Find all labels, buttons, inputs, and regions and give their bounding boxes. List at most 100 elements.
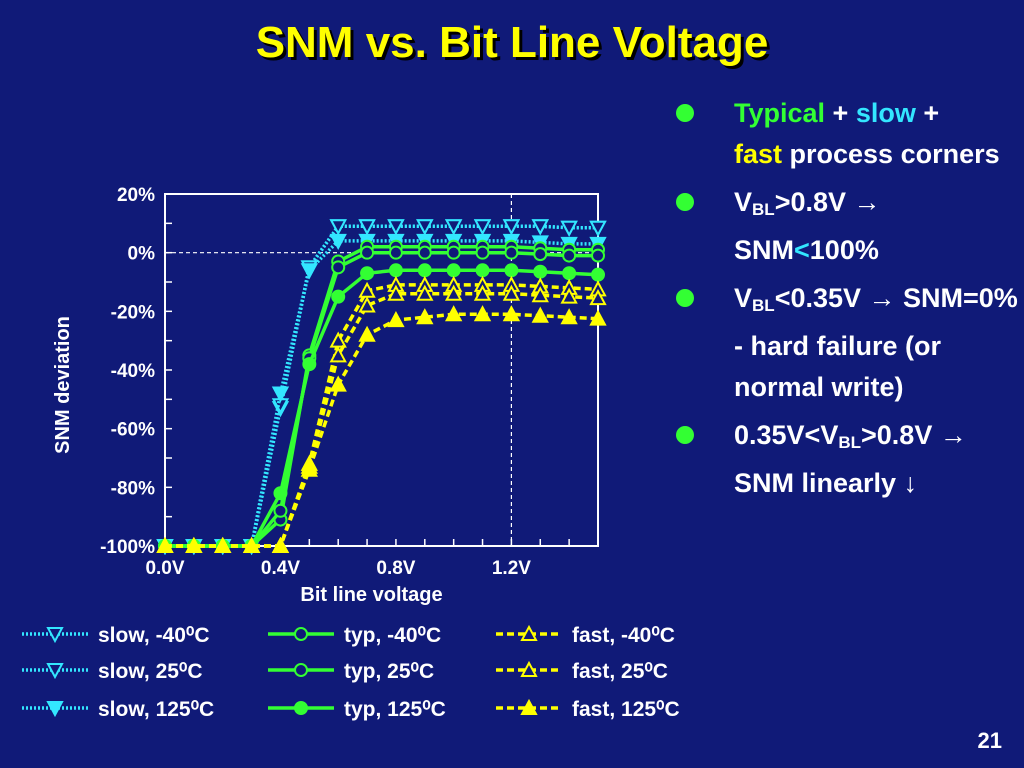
bullet-threshold: >0.8V xyxy=(861,420,940,450)
legend-marker xyxy=(294,627,308,641)
data-point xyxy=(387,311,405,328)
bullet-snm: SNM xyxy=(734,235,794,265)
data-point xyxy=(531,286,549,303)
legend-label: fast, -40⁰C xyxy=(572,624,675,647)
series-line-1 xyxy=(165,224,598,548)
bullet-dot-icon xyxy=(676,104,694,122)
data-point xyxy=(444,219,463,236)
x-tick-label: 0.4V xyxy=(261,558,300,579)
bullet-bl-sub: BL xyxy=(838,433,862,452)
series-line-0 xyxy=(165,224,598,548)
x-tick-label: 0.8V xyxy=(376,558,415,579)
legend-label: typ, 125⁰C xyxy=(344,698,446,721)
data-point xyxy=(533,264,548,279)
legend-marker xyxy=(46,627,64,644)
data-point xyxy=(502,284,521,301)
data-point xyxy=(417,245,432,260)
data-point xyxy=(504,263,519,278)
data-point xyxy=(475,245,490,260)
data-point xyxy=(360,245,375,260)
data-point xyxy=(560,220,578,237)
data-point xyxy=(388,263,403,278)
y-tick-label: 20% xyxy=(117,185,155,206)
page-number: 21 xyxy=(977,728,1002,753)
data-point xyxy=(531,219,549,236)
x-tick-label: 0.0V xyxy=(145,558,184,579)
data-point xyxy=(388,245,403,260)
legend-label: typ, 25⁰C xyxy=(344,660,434,683)
bullet-dot-icon xyxy=(676,193,694,211)
bullet-item-process-corners: Typical + slow + fast process corners xyxy=(676,93,1024,175)
y-tick-label: -100% xyxy=(100,537,155,558)
y-tick-label: -20% xyxy=(111,302,155,323)
legend-marker xyxy=(46,663,64,680)
arrow-right-icon: → xyxy=(868,283,896,313)
data-point xyxy=(591,248,605,263)
data-point xyxy=(446,263,461,278)
series-line-8 xyxy=(165,312,599,548)
data-point xyxy=(214,536,232,553)
data-point xyxy=(533,247,548,262)
bullet-process-corners: process corners xyxy=(782,139,1000,169)
data-point xyxy=(358,296,376,313)
bullet-hard-failure: SNM=0% - hard failure (or normal write) xyxy=(734,283,1018,402)
bullet-typical: Typical xyxy=(734,98,826,128)
data-point xyxy=(560,287,578,304)
y-tick-label: 0% xyxy=(128,244,156,265)
bullet-bl-sub: BL xyxy=(752,296,775,315)
data-point xyxy=(475,263,490,278)
bullet-bl-sub: BL xyxy=(752,200,775,219)
bullet-dot-icon xyxy=(676,289,694,307)
bullet-plus-2: + xyxy=(915,98,940,128)
legend-marker xyxy=(520,660,538,677)
data-point xyxy=(504,245,519,260)
data-point xyxy=(331,289,346,304)
data-point xyxy=(331,260,346,275)
series-line-7 xyxy=(165,291,599,548)
y-tick-label: -80% xyxy=(111,478,155,499)
data-point xyxy=(560,308,578,325)
legend-marker xyxy=(294,663,308,677)
data-point xyxy=(156,536,174,553)
arrow-right-icon: → xyxy=(939,420,967,450)
bullet-item-vbl-mid: 0.35V<VBL>0.8V → SNM linearly ↓ xyxy=(676,415,1024,504)
data-point xyxy=(329,219,347,236)
data-point xyxy=(444,284,463,301)
data-point xyxy=(360,266,375,281)
legend-label: slow, 25⁰C xyxy=(98,660,203,683)
data-point xyxy=(358,325,376,342)
data-point xyxy=(502,219,521,236)
data-point xyxy=(589,220,607,237)
y-tick-label: -40% xyxy=(111,361,155,382)
data-point xyxy=(387,284,405,301)
bullet-threshold: >0.8V xyxy=(774,187,854,217)
legend-marker xyxy=(520,624,538,641)
series-line-5 xyxy=(165,268,599,548)
data-point xyxy=(416,219,434,236)
legend-marker xyxy=(294,701,308,715)
data-point xyxy=(446,245,461,260)
y-axis-label: SNM deviation xyxy=(52,316,74,454)
bullet-item-vbl-low: VBL<0.35V → SNM=0% - hard failure (or no… xyxy=(676,278,1024,408)
data-point xyxy=(473,305,492,322)
legend-label: fast, 25⁰C xyxy=(572,660,668,683)
legend-marker xyxy=(520,698,538,715)
data-point xyxy=(589,309,607,326)
arrow-down-icon: ↓ xyxy=(903,468,918,498)
legend-marker xyxy=(46,701,64,718)
bullet-less-than: < xyxy=(794,235,810,265)
data-point xyxy=(273,486,288,501)
bullet-threshold: <0.35V xyxy=(774,283,869,313)
data-point xyxy=(589,289,607,306)
data-point xyxy=(271,386,290,403)
bullet-percent: 100% xyxy=(809,235,879,265)
bullet-dot-icon xyxy=(676,426,694,444)
data-point xyxy=(242,536,261,553)
data-point xyxy=(185,536,203,553)
data-point xyxy=(329,375,347,392)
data-point xyxy=(329,233,347,251)
series-line-4 xyxy=(165,250,598,548)
data-point xyxy=(302,357,317,372)
data-point xyxy=(358,219,376,236)
